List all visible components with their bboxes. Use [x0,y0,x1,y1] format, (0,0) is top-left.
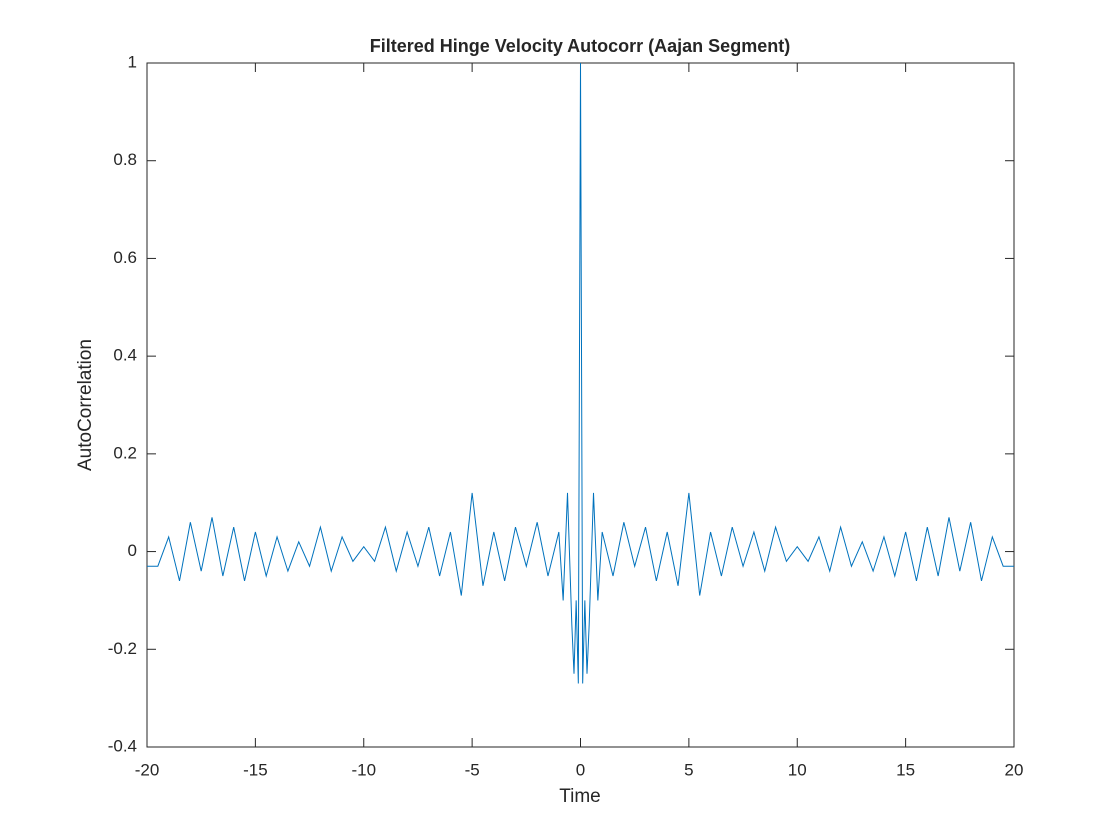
x-tick-label: 15 [896,760,915,779]
x-tick-label: 5 [684,760,693,779]
y-axis-label: AutoCorrelation [75,339,96,471]
y-tick-label: 1 [128,52,137,71]
data-line [147,62,1014,684]
y-tick-label: 0.2 [113,443,137,462]
x-tick-label: 20 [1005,760,1024,779]
y-tick-label: -0.4 [108,736,137,755]
x-tick-label: -10 [351,760,376,779]
y-tick-label: 0.8 [113,150,137,169]
chart-title: Filtered Hinge Velocity Autocorr (Aajan … [370,36,790,56]
y-tick-label: 0.4 [113,346,137,365]
y-tick-label: -0.2 [108,639,137,658]
y-tick-label: 0.6 [113,248,137,267]
x-tick-label: -20 [135,760,160,779]
x-axis-label: Time [559,786,601,807]
x-tick-label: 0 [576,760,585,779]
y-tick-label: 0 [128,541,137,560]
x-tick-label: -15 [243,760,268,779]
x-tick-label: 10 [788,760,807,779]
x-tick-label: -5 [465,760,480,779]
